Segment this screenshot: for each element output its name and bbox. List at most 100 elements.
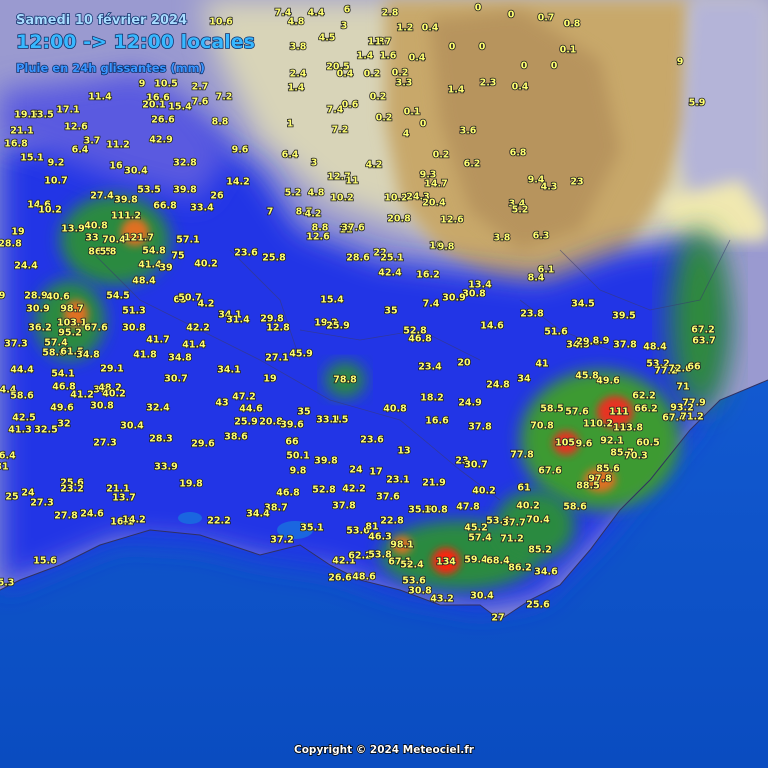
rain-peak [392, 536, 412, 554]
station-value: 58.6 [10, 391, 34, 402]
station-value: 37.8 [332, 501, 356, 512]
station-value: 41.4 [182, 340, 206, 351]
station-value: 71.2 [680, 412, 703, 423]
station-value: 7.6 [192, 97, 209, 108]
station-value: 30.4 [470, 591, 494, 602]
station-value: 42.5 [12, 413, 35, 424]
station-value: 62.2 [348, 551, 371, 562]
station-value: 3.6 [460, 126, 477, 137]
station-value: 42.2 [342, 484, 365, 495]
station-value: 51.3 [122, 306, 145, 317]
station-value: 49.6 [50, 403, 74, 414]
station-value: 15.4 [320, 295, 344, 306]
station-value: 40.2 [472, 486, 495, 497]
station-value: 6.3 [533, 231, 550, 242]
station-value: 29.8 [576, 337, 600, 348]
station-value: 41.4 [138, 260, 162, 271]
station-value: 16 [109, 161, 123, 172]
station-value: 37.6 [341, 223, 365, 234]
station-value: 46.8 [52, 382, 76, 393]
station-value: 21.9 [422, 478, 445, 489]
station-value: 30.4 [124, 166, 148, 177]
station-value: 0.4 [337, 69, 354, 80]
station-value: 9 [677, 57, 684, 68]
station-value: 5.2 [285, 188, 302, 199]
station-value: 92.1 [600, 436, 623, 447]
station-value: 61 [517, 483, 530, 494]
station-value: 33.9 [154, 462, 177, 473]
rain-cell [495, 490, 575, 560]
station-value: 16.1 [110, 517, 133, 528]
station-value: 12.6 [440, 215, 464, 226]
station-value: 39.8 [314, 456, 338, 467]
station-value: 1.5 [332, 415, 349, 426]
station-value: 32.4 [146, 403, 170, 414]
station-value: 42.2 [186, 323, 209, 334]
station-value: 1.4 [288, 83, 305, 94]
station-value: 24.9 [458, 398, 481, 409]
station-value: 12.7 [327, 172, 350, 183]
station-value: 3.4 [509, 199, 526, 210]
station-value: 2.4 [290, 69, 307, 80]
mountains-high [430, 10, 620, 250]
station-value: 0.4 [422, 23, 439, 34]
station-value: 1.2 [397, 23, 414, 34]
station-value: 103.1 [57, 318, 87, 329]
station-value: 39.8 [173, 185, 197, 196]
station-value: 22.2 [207, 516, 230, 527]
station-value: 0 [551, 61, 558, 72]
station-value: 9 [0, 291, 5, 302]
station-value: 7.2 [332, 125, 349, 136]
station-value: 4.2 [366, 160, 383, 171]
station-value: 67.6 [538, 466, 562, 477]
station-value: 42.4 [378, 268, 402, 279]
station-value: 35 [297, 407, 310, 418]
station-value: 32 [57, 419, 70, 430]
station-value: 86.5 [88, 247, 111, 258]
station-value: 15.6 [33, 556, 57, 567]
station-value: 21.1 [10, 126, 33, 137]
station-value: 49.6 [596, 376, 620, 387]
station-value: 20.1 [142, 100, 165, 111]
station-value: 48.4 [643, 342, 667, 353]
station-value: 45.8 [575, 371, 599, 382]
station-value: 41 [535, 359, 548, 370]
station-value: 24.3 [406, 192, 429, 203]
station-value: 0.8 [564, 19, 581, 30]
station-value: 9.6 [576, 439, 593, 450]
station-value: 34.1 [217, 365, 240, 376]
station-value: 23.2 [60, 484, 83, 495]
station-value: 22.8 [380, 516, 404, 527]
station-value: 30.9 [26, 304, 49, 315]
station-value: 40.8 [383, 404, 407, 415]
station-value: 4 [403, 129, 410, 140]
station-value: 30.8 [408, 586, 432, 597]
station-value: 51.6 [544, 327, 568, 338]
station-value: 62.2 [632, 391, 655, 402]
station-value: 35.1 [300, 523, 323, 534]
station-value: 0 [508, 10, 515, 21]
station-value: 37.8 [613, 340, 637, 351]
station-value: 28.9 [24, 291, 47, 302]
station-value: 29.1 [100, 364, 123, 375]
rain-cell [670, 230, 730, 410]
station-value: 4.4 [308, 8, 325, 19]
station-value: 13 [397, 446, 410, 457]
station-value: 9.8 [438, 242, 455, 253]
station-value: 2.7 [192, 82, 209, 93]
station-value: 36.2 [28, 323, 51, 334]
station-value: 24.8 [486, 380, 510, 391]
rain-peak [432, 548, 460, 574]
station-value: 61.5 [60, 347, 83, 358]
station-value: 12.6 [306, 232, 330, 243]
station-value: 0 [521, 61, 528, 72]
station-value: 25 [5, 492, 18, 503]
station-value: 0.1 [404, 107, 421, 118]
station-value: 113.8 [613, 423, 643, 434]
station-value: 67.4 [662, 413, 686, 424]
station-value: 48.4 [132, 276, 156, 287]
station-value: 10.2 [384, 193, 407, 204]
station-value: 70.4 [102, 235, 126, 246]
station-value: 2.8 [382, 8, 399, 19]
station-value: 43 [215, 398, 228, 409]
